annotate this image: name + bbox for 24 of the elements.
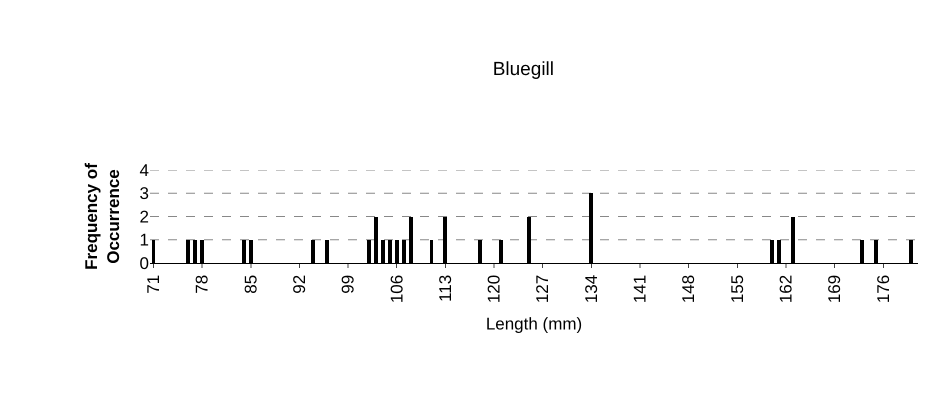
x-tick-label: 92 [290,274,309,294]
x-axis-title: Length (mm) [486,314,582,334]
x-tick-label: 176 [874,274,893,304]
y-tick-label: 1 [140,230,149,250]
y-tick-label: 4 [140,160,149,180]
x-tick-label: 141 [630,274,650,304]
x-tick-label: 127 [533,274,552,304]
x-tick-label: 99 [338,274,358,294]
y-tick-label: 0 [140,254,149,273]
chart-title: Bluegill [492,59,554,80]
x-tick-label: 113 [436,274,455,302]
x-tick-label: 120 [484,274,504,304]
x-tick-label: 155 [728,274,747,304]
x-tick-label: 78 [192,274,212,294]
x-tick-label: 169 [825,274,844,304]
x-tick-label: 162 [776,274,796,304]
x-tick-label: 85 [241,274,260,294]
y-tick-label: 2 [140,207,149,226]
y-tick-label: 3 [140,184,149,204]
x-tick-label: 134 [582,274,601,304]
x-tick-label: 106 [387,274,406,304]
x-tick-label: 71 [144,274,164,294]
y-axis-title: Frequency of Occurrence [82,162,124,270]
x-tick-label: 148 [679,274,698,304]
